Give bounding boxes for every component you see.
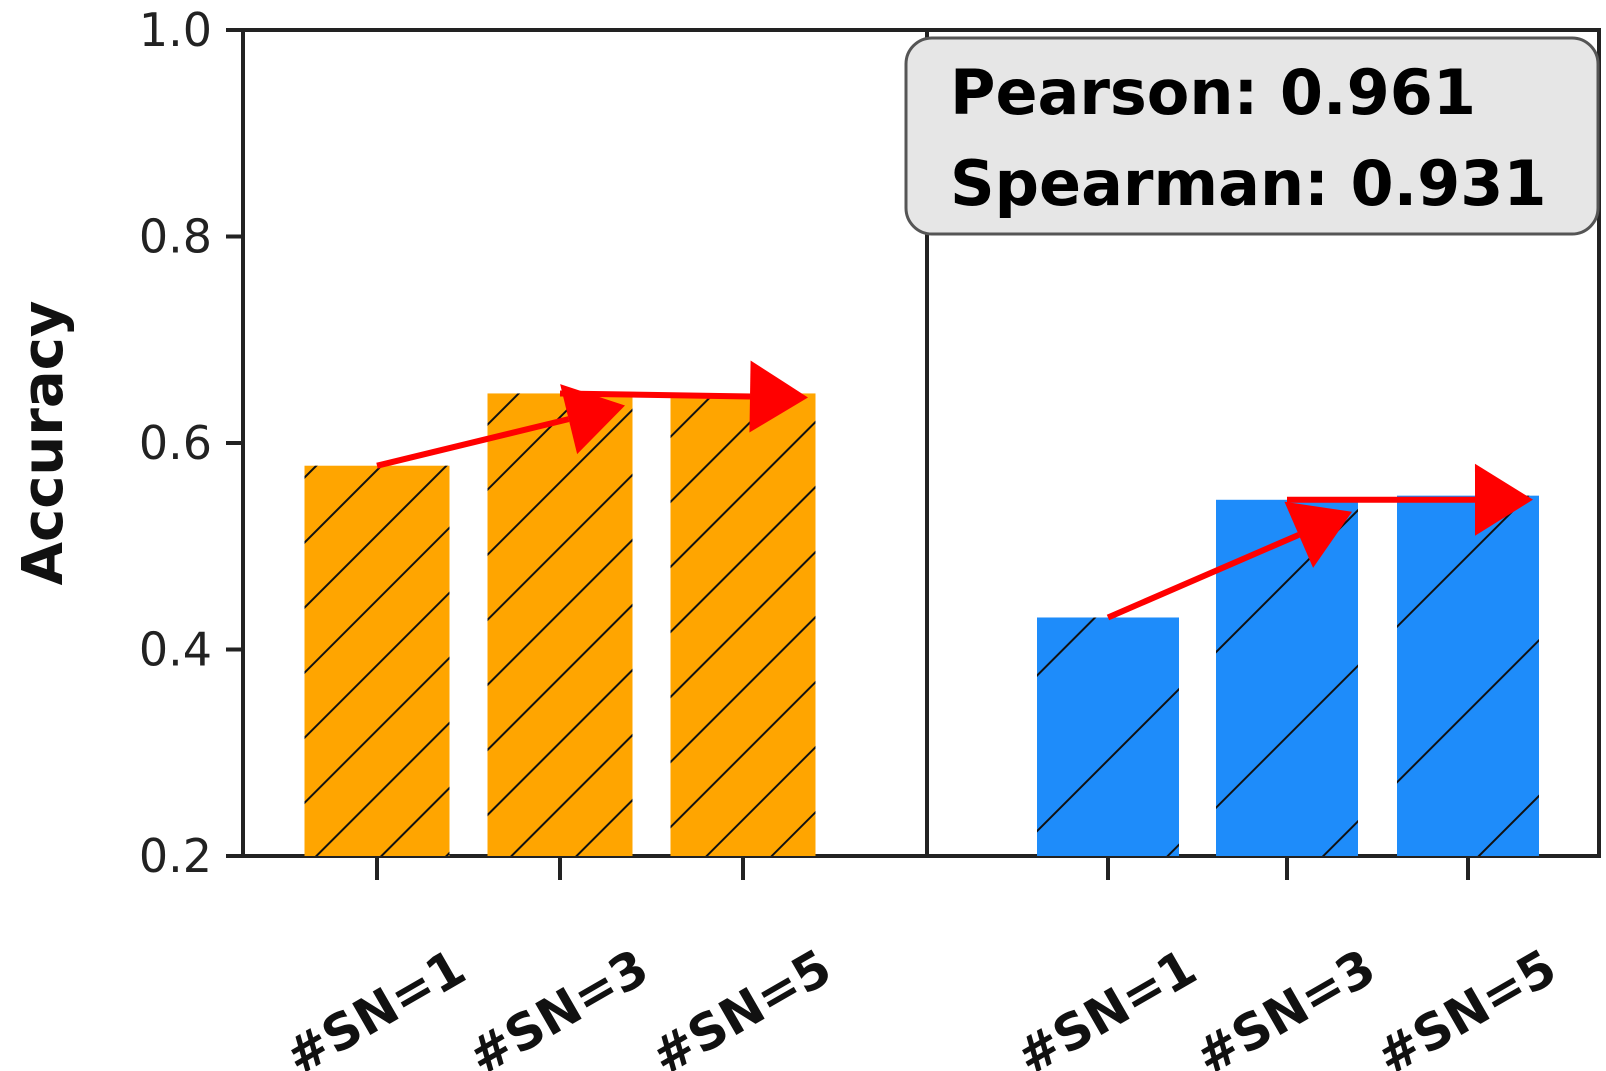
x-tick-label: #SN=3 [1186, 938, 1385, 1071]
y-axis: 0.2 0.4 0.6 0.8 1.0 [139, 3, 243, 883]
y-tick-label: 0.6 [139, 416, 212, 470]
bar-hatch [1037, 617, 1179, 856]
bar-hatch [487, 393, 633, 856]
bar-hatch [1397, 495, 1539, 856]
trend-arrow [1286, 463, 1533, 536]
y-axis-label: Accuracy [11, 301, 76, 586]
x-axis: #SN=1#SN=3#SN=5 #SN=1#SN=3#SN=5 [276, 856, 1566, 1071]
x-tick-label: #SN=1 [1007, 938, 1206, 1071]
y-tick-label: 1.0 [139, 3, 212, 57]
trend-arrow [559, 360, 808, 433]
trend-arrow [376, 384, 625, 469]
bar-hatch [670, 393, 816, 856]
correlation-annotation: Pearson: 0.961 Spearman: 0.931 [904, 36, 1600, 236]
x-tick-label: #SN=5 [1367, 938, 1566, 1071]
annotation-box [904, 36, 1600, 236]
trend-arrows [376, 360, 1533, 621]
trend-arrow [1106, 501, 1352, 621]
y-tick-label: 0.4 [139, 623, 212, 677]
bars [304, 393, 1539, 856]
pearson-text: Pearson: 0.961 [950, 56, 1476, 129]
x-tick-label: #SN=3 [459, 938, 658, 1071]
bar-hatch [304, 465, 450, 856]
bar-hatch [1216, 499, 1358, 856]
x-tick-label: #SN=5 [642, 938, 841, 1071]
spearman-text: Spearman: 0.931 [950, 147, 1547, 220]
x-tick-label: #SN=1 [276, 938, 475, 1071]
y-tick-label: 0.2 [139, 829, 212, 883]
y-tick-label: 0.8 [139, 210, 212, 264]
